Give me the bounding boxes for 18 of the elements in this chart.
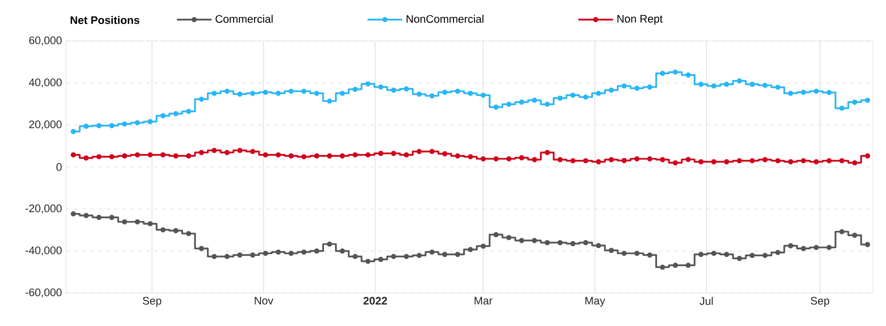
y-tick-label: 0: [56, 163, 62, 171]
y-tick-label: -20,000: [25, 204, 62, 214]
y-tick-label: 40,000: [28, 78, 62, 88]
legend-label: Commercial: [216, 14, 273, 23]
x-tick-label: May: [585, 296, 606, 307]
x-tick-label: 2022: [363, 296, 387, 305]
y-tick-label: 20,000: [29, 120, 62, 130]
x-tick-label: Sep: [142, 296, 162, 307]
y-tick-label: -40,000: [25, 246, 62, 256]
legend-label: Non Rept: [617, 14, 663, 25]
y-tick-label: -60,000: [25, 288, 62, 298]
x-tick-label: Jul: [700, 296, 713, 305]
x-tick-label: Nov: [254, 296, 274, 305]
legend-label: NonCommercial: [406, 14, 484, 23]
x-tick-label: Sep: [810, 296, 830, 307]
y-tick-label: 60,000: [29, 36, 62, 46]
chart-title: Net Positions: [70, 16, 140, 24]
x-tick-label: Mar: [474, 296, 492, 305]
